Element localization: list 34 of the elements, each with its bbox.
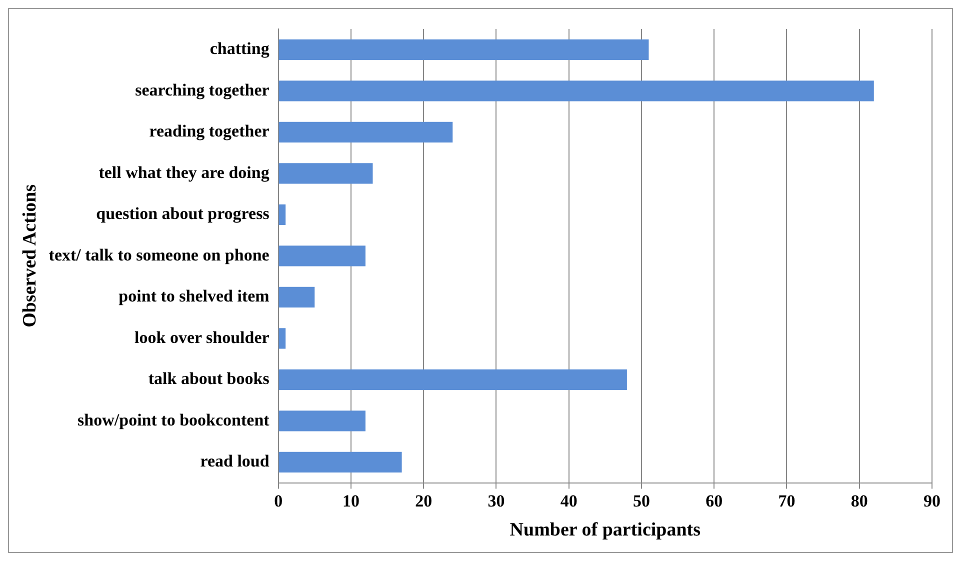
bar [278,80,874,102]
x-tick-label: 20 [415,491,432,510]
y-tick-label: searching together [135,80,270,100]
y-tick-label: reading together [149,122,270,141]
y-tick-label: tell what they are doing [98,162,270,182]
y-tick-label: read loud [200,452,270,471]
bar [278,369,627,390]
bar [278,246,366,266]
y-tick-label: talk about books [148,369,270,388]
x-tick-label: 30 [488,491,505,510]
x-tick-label: 10 [342,491,360,510]
bar [278,452,402,472]
bar [278,204,286,225]
bar [278,163,373,184]
y-axis-title: Observed Actions [19,184,40,328]
y-tick-label: look over shoulder [134,328,270,347]
y-tick-label: chatting [210,39,270,58]
x-tick-label: 80 [850,491,868,510]
bar [278,39,649,60]
x-tick-label: 0 [274,491,283,510]
bar [278,410,366,432]
x-tick-label: 90 [924,491,940,510]
x-tick-label: 40 [560,491,578,510]
y-tick-label: point to shelved item [118,286,270,306]
x-axis-title: Number of participants [510,520,701,541]
y-tick-label: show/point to bookcontent [78,410,270,430]
bar [278,328,286,349]
y-tick-label: text/ talk to someone on phone [48,245,270,264]
y-tick-label: question about progress [96,204,270,224]
x-tick-label: 50 [632,491,650,510]
bar [278,286,315,308]
bar [278,122,453,142]
x-tick-label: 60 [706,491,723,510]
x-tick-label: 70 [778,491,796,510]
